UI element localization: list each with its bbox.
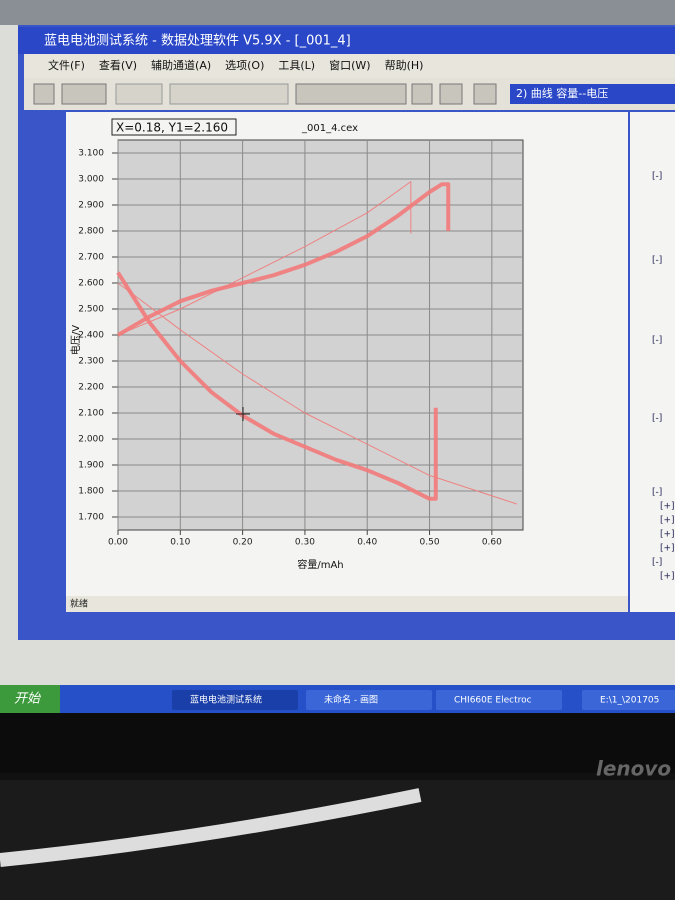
x-tick-label: 0.60	[482, 538, 502, 548]
menu-item[interactable]: 辅助通道(A)	[151, 58, 211, 72]
y-tick-label: 2.000	[78, 435, 104, 445]
y-tick-label: 2.500	[78, 305, 104, 315]
monitor-bezel	[0, 713, 675, 773]
curve	[116, 271, 438, 501]
status-bar	[66, 596, 628, 612]
tree-node: [+]	[660, 572, 675, 582]
y-tick-label: 3.000	[78, 175, 104, 185]
button[interactable]	[169, 83, 289, 105]
start-button[interactable]	[0, 685, 60, 713]
task-text: E:\1_\201705	[600, 696, 659, 706]
brand-logo: lenovo	[596, 757, 671, 781]
task-text: CHI660E Electroc	[454, 696, 532, 706]
y-tick-label: 1.700	[78, 513, 104, 523]
tree-node: [+]	[660, 544, 675, 554]
y-tick-label: 1.800	[78, 487, 104, 497]
tree-node: [-]	[652, 414, 662, 424]
button[interactable]	[295, 83, 407, 105]
y-tick-label: 2.900	[78, 201, 104, 211]
tree-node: [+]	[660, 516, 675, 526]
y-tick-label: 2.600	[78, 279, 104, 289]
curve	[116, 182, 451, 337]
combo-text: 2) 曲线 容量--电压	[516, 86, 608, 100]
button[interactable]	[61, 83, 107, 105]
tree: [-] [-] [-] [-] [-] [+] [+] [+] [+] [-] [+]	[652, 172, 675, 582]
x-tick-label: 0.10	[170, 538, 190, 548]
y-axis-label: 电压/V	[69, 325, 82, 355]
x-axis-label: 容量/mAh	[297, 558, 343, 571]
task-button[interactable]	[582, 690, 675, 710]
top-strip	[0, 0, 675, 25]
combo-box[interactable]	[510, 84, 675, 104]
tree-node: [-]	[652, 256, 662, 266]
desk	[0, 780, 675, 900]
y-tick-label: 2.200	[78, 383, 104, 393]
start-text: 开始	[14, 692, 41, 707]
tree-node: [-]	[652, 172, 662, 182]
tree-node: [+]	[660, 502, 675, 512]
x-tick-label: 0.30	[295, 538, 315, 548]
x-tick-label: 0.20	[233, 538, 253, 548]
y-tick-label: 1.900	[78, 461, 104, 471]
y-tick-label: 3.100	[78, 149, 104, 159]
button[interactable]	[33, 83, 55, 105]
menu-item[interactable]: 选项(O)	[225, 59, 264, 72]
x-tick-label: 0.40	[357, 538, 377, 548]
menu-item[interactable]: 帮助(H)	[385, 58, 424, 72]
task-button[interactable]	[306, 690, 432, 710]
button[interactable]	[411, 83, 433, 105]
tree-node: [-]	[652, 336, 662, 346]
button[interactable]	[439, 83, 463, 105]
button[interactable]	[473, 83, 497, 105]
tree-node: [-]	[652, 488, 662, 498]
title-bar	[18, 27, 675, 54]
y-tick-label: 2.400	[78, 331, 104, 341]
curve	[117, 282, 517, 505]
y-tick-label: 2.100	[78, 409, 104, 419]
task-button[interactable]	[172, 690, 298, 710]
task-text: 蓝电电池测试系统	[190, 694, 262, 706]
tree-node: [+]	[660, 530, 675, 540]
annotation-box	[111, 118, 237, 136]
x-tick-label: 0.50	[420, 538, 440, 548]
menu-bar	[24, 54, 675, 78]
y-tick-label: 2.700	[78, 253, 104, 263]
menu-item[interactable]: 工具(L)	[278, 59, 315, 72]
y-tick-label: 2.800	[78, 227, 104, 237]
menu-item[interactable]: 查看(V)	[99, 58, 137, 72]
chart-title: _001_4.cex	[301, 123, 358, 134]
task-text: 未命名 - 画图	[324, 694, 378, 706]
task-items: 蓝电电池测试系统 未命名 - 画图 CHI660E Electroc E:\1_\20…	[172, 690, 675, 710]
button[interactable]	[115, 83, 163, 105]
status-text: 就绪	[70, 598, 88, 610]
toolbar-buttons	[33, 83, 497, 105]
y-tick-label: 2.300	[78, 357, 104, 367]
curve	[117, 181, 412, 336]
menu: 文件(F) 查看(V) 辅助通道(A) 选项(O) 工具(L) 窗口(W) 帮助(H)	[48, 58, 423, 72]
task-button[interactable]	[436, 690, 562, 710]
chart: _001_4.cex X=0.18, Y1=2.160 1.700 1.800 1.90…	[69, 118, 524, 571]
tree-node: [-]	[652, 558, 662, 568]
cable	[0, 788, 422, 867]
side-panel	[630, 112, 675, 612]
menu-item[interactable]: 文件(F)	[48, 58, 85, 72]
annotation: X=0.18, Y1=2.160	[116, 121, 228, 135]
x-tick-label: 0.00	[108, 538, 128, 548]
menu-item[interactable]: 窗口(W)	[329, 58, 370, 72]
cursor	[236, 407, 250, 421]
window-title: 蓝电电池测试系统 - 数据处理软件 V5.9X - [_001_4]	[44, 34, 351, 49]
